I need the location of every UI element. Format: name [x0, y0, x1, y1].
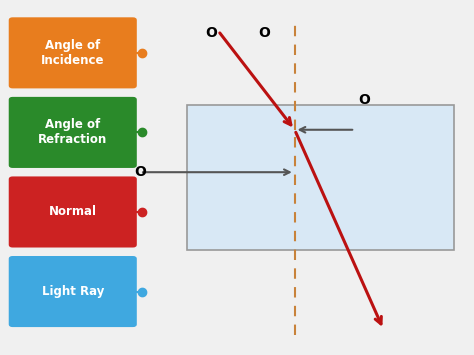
- Text: Light Ray: Light Ray: [42, 285, 104, 298]
- FancyBboxPatch shape: [9, 17, 137, 88]
- Text: O: O: [359, 93, 371, 107]
- Text: O: O: [134, 165, 146, 179]
- Text: Angle of
Refraction: Angle of Refraction: [38, 119, 108, 146]
- Text: Normal: Normal: [49, 206, 97, 218]
- FancyBboxPatch shape: [9, 256, 137, 327]
- FancyBboxPatch shape: [9, 176, 137, 247]
- FancyBboxPatch shape: [9, 97, 137, 168]
- Text: Angle of
Incidence: Angle of Incidence: [41, 39, 105, 67]
- Bar: [187, 105, 455, 250]
- Text: O: O: [258, 26, 270, 39]
- Text: O: O: [205, 26, 217, 39]
